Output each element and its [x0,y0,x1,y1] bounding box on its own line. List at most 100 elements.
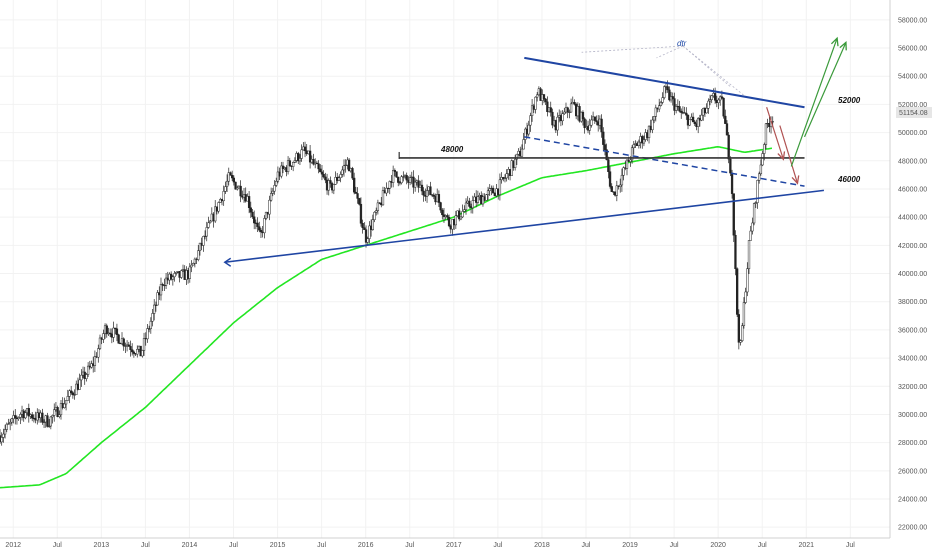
label-48000: 48000 [440,145,464,154]
label-46000: 46000 [837,175,861,184]
candle-body [534,96,537,110]
candle-body [454,215,457,226]
candle-body [339,174,342,178]
last-price-label: 51154.08 [899,110,928,117]
candle-body [685,112,688,116]
candle-body [642,139,646,144]
candle-body [347,159,351,172]
lower-trendline [224,189,825,264]
candle-body [329,180,332,184]
candle-body [202,236,205,246]
candle-body [112,327,115,338]
candle-body [771,121,774,123]
candle-body [622,167,625,176]
y-tick-label: 30000.00 [898,412,927,419]
candle-body [127,344,130,347]
candle-body [259,229,263,233]
candle-body [68,390,71,397]
candle-body [312,159,315,165]
candle-body [397,176,400,183]
candle-body [275,180,278,186]
candle-body [485,194,488,201]
candle-body [468,200,471,207]
candle-body [269,193,273,201]
dtr-dotted-ray [682,45,732,88]
candle-body [341,169,344,175]
y-tick-label: 34000.00 [898,356,927,363]
x-tick-label: Jul [582,542,591,549]
x-tick-label: Jul [758,542,767,549]
x-tick-label: 2015 [270,542,286,549]
candle-body [510,160,513,176]
candle-body [761,153,764,166]
candle-body [56,407,59,417]
candle-body [725,123,729,136]
candle-body [459,216,463,220]
candle-body [363,227,366,230]
candle-body [273,185,276,192]
candle-body [78,379,81,390]
candle-body [86,365,90,375]
candle-body [315,162,319,164]
up-arrow-head [839,41,847,51]
down-arrow-head [777,151,786,161]
candle-body [420,184,424,192]
candle-body [280,165,283,177]
candle-body [505,173,508,179]
candle-body [486,190,490,195]
candle-body [251,211,254,218]
candle-body [395,171,398,178]
candle-body [358,198,361,205]
candle-body [544,98,547,103]
candle-body [256,222,259,227]
candle-body [503,177,507,180]
candle-body [446,215,449,218]
candle-body [608,171,612,187]
candle-body [400,176,403,184]
candle-body [263,218,266,234]
candle-body [146,328,149,340]
candle-body [253,216,256,224]
candle-body [713,93,717,101]
candle-body [720,96,724,99]
candle-body [175,272,178,274]
candle-body [491,187,495,194]
candle-body [366,238,369,243]
dtr-dotted-ray [581,45,684,53]
candle-body [735,268,739,315]
candle-body [27,408,30,417]
time-axis[interactable]: 2012 Jul 2013 Jul 2014 Jul 2015 Jul 2016 Jul 2017 J… [5,542,855,549]
y-tick-label: 24000.00 [898,496,927,503]
candle-body [722,97,725,117]
candle-body [573,101,576,105]
candle-body [80,374,83,381]
candle-body [747,240,751,270]
candle-body [337,177,341,181]
y-tick-label: 50000.00 [898,130,927,137]
candle-body [258,226,261,231]
candle-body [164,277,168,286]
candle-body [569,103,573,113]
candle-body [429,186,432,195]
candle-body [308,150,312,163]
candle-body [568,111,571,113]
up-arrow [790,37,838,167]
candle-body [385,187,388,194]
candle-body [556,116,559,131]
candle-body [551,111,554,126]
candle-body [763,144,766,154]
candle-body [17,417,20,420]
candle-body [536,94,539,98]
candle-body [668,89,671,101]
x-tick-label: 2019 [622,542,638,549]
candle-body [741,325,744,341]
candle-body [14,415,17,419]
candle-body [637,141,641,146]
candle-body [527,124,530,135]
price-axis[interactable]: 22000.00 24000.00 26000.00 28000.00 30000.00… [898,17,927,531]
y-tick-label: 54000.00 [898,74,927,81]
candle-body [373,211,376,220]
candle-body [7,423,10,425]
